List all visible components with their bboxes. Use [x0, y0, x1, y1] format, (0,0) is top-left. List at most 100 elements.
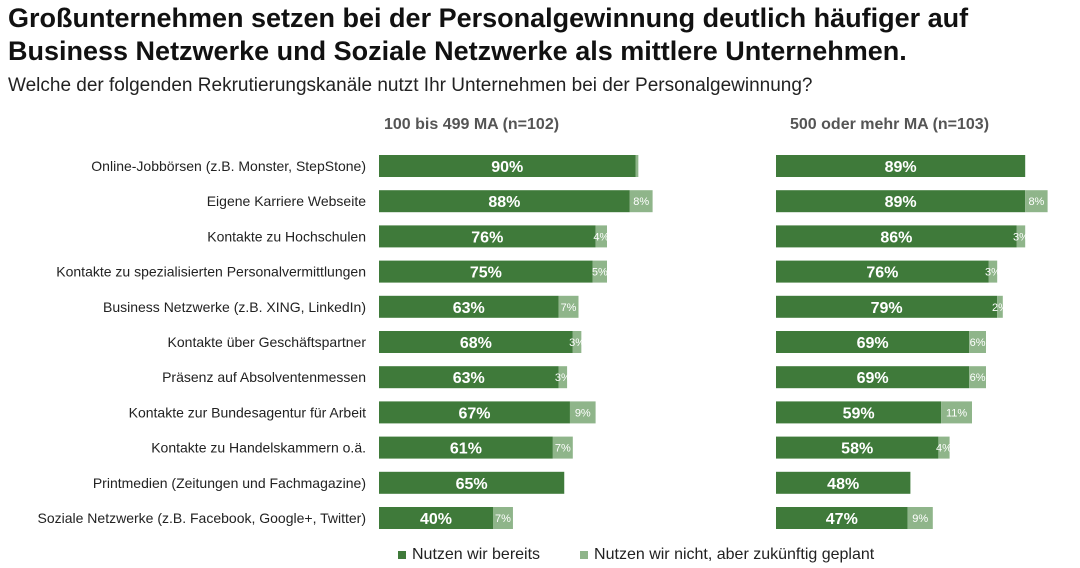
bar-used [379, 366, 559, 389]
value-label-used: 88% [488, 194, 520, 211]
category-label: Business Netzwerke (z.B. XING, LinkedIn) [103, 299, 366, 315]
bar-used [776, 225, 1017, 248]
value-label-used: 58% [841, 441, 873, 458]
value-label-used: 86% [880, 229, 912, 246]
category-label: Präsenz auf Absolventenmessen [162, 369, 366, 385]
panel-title-mid-size: 100 bis 499 MA (n=102) [384, 116, 560, 133]
bar-used [776, 401, 942, 424]
value-label-planned: 3% [569, 337, 585, 349]
bar-used [776, 190, 1026, 213]
legend-swatch-used [398, 551, 406, 559]
category-label: Eigene Karriere Webseite [207, 193, 366, 209]
bar-planned [907, 507, 933, 529]
value-label-used: 59% [843, 405, 875, 422]
value-label-planned: 6% [970, 372, 986, 384]
bar-planned [569, 401, 596, 424]
value-label-used: 69% [857, 335, 889, 352]
value-label-used: 76% [471, 229, 503, 246]
bar-used [776, 471, 911, 494]
bar-used [379, 401, 570, 424]
bar-planned [595, 225, 607, 248]
bar-used [379, 225, 596, 248]
value-label-used: 75% [470, 265, 502, 282]
value-label-planned: 3% [1013, 231, 1029, 243]
legend-label-used: Nutzen wir bereits [412, 546, 541, 563]
bar-used [379, 507, 493, 529]
bar-planned [572, 331, 582, 353]
category-label: Soziale Netzwerke (z.B. Facebook, Google… [38, 510, 367, 526]
value-label-used: 61% [450, 441, 482, 458]
value-label-used: 67% [458, 405, 490, 422]
bar-used [379, 155, 636, 177]
panel-title-large: 500 oder mehr MA (n=103) [790, 116, 990, 133]
bar-planned [629, 190, 653, 213]
bar-used [776, 260, 989, 283]
value-label-used: 40% [420, 511, 452, 528]
category-label: Kontakte zur Bundesagentur für Arbeit [129, 404, 366, 420]
bar-used [776, 155, 1026, 177]
category-label: Online-Jobbörsen (z.B. Monster, StepSton… [91, 158, 366, 174]
value-label-planned: 4% [593, 231, 609, 243]
bar-planned [635, 155, 639, 177]
value-label-used: 76% [866, 265, 898, 282]
value-label-used: 89% [885, 194, 917, 211]
value-label-used: 89% [885, 159, 917, 176]
bar-used [379, 260, 593, 283]
bar-planned [1016, 225, 1026, 248]
value-label-planned: 7% [555, 443, 571, 455]
bar-used [379, 331, 573, 353]
value-label-used: 63% [453, 370, 485, 387]
value-label-used: 69% [857, 370, 889, 387]
value-label-planned: 9% [912, 513, 928, 525]
value-label-planned: 2% [992, 302, 1008, 314]
category-label: Kontakte zu Handelskammern o.ä. [151, 440, 366, 456]
category-label: Kontakte zu Hochschulen [207, 228, 366, 244]
value-label-planned: 4% [936, 443, 952, 455]
value-label-planned: 7% [561, 302, 577, 314]
bar-used [776, 507, 908, 529]
legend-item-planned: Nutzen wir nicht, aber zukünftig geplant [580, 546, 874, 564]
bar-planned [552, 436, 573, 459]
bar-planned [988, 260, 998, 283]
value-label-planned: 7% [495, 513, 511, 525]
legend-label-planned: Nutzen wir nicht, aber zukünftig geplant [594, 546, 875, 563]
value-label-used: 63% [453, 300, 485, 317]
bar-used [776, 436, 939, 459]
bar-planned [997, 295, 1003, 318]
bar-planned [969, 331, 986, 353]
bar-used [379, 295, 559, 318]
category-label: Kontakte über Geschäftspartner [168, 334, 367, 350]
legend: Nutzen wir bereits Nutzen wir nicht, abe… [398, 546, 874, 564]
bar-planned [558, 366, 568, 389]
bar-planned [938, 436, 950, 459]
bar-used [776, 295, 998, 318]
value-label-planned: 11% [946, 407, 967, 419]
bar-used [379, 190, 630, 213]
value-label-planned: 5% [592, 267, 608, 279]
value-label-used: 47% [826, 511, 858, 528]
value-label-planned: 6% [970, 337, 986, 349]
bar-planned [969, 366, 986, 389]
bar-planned [941, 401, 972, 424]
value-label-used: 79% [871, 300, 903, 317]
bar-used [379, 436, 553, 459]
value-label-planned: 3% [985, 267, 1001, 279]
value-label-used: 90% [491, 159, 523, 176]
legend-item-used: Nutzen wir bereits [398, 546, 540, 564]
bar-planned [558, 295, 579, 318]
bar-planned [1025, 190, 1048, 213]
value-label-planned: 8% [633, 196, 649, 208]
bar-used [776, 331, 970, 353]
chart-subtitle: Welche der folgenden Rekrutierungskanäle… [8, 75, 813, 96]
value-label-used: 48% [827, 476, 859, 493]
value-label-planned: 3% [555, 372, 571, 384]
value-label-used: 68% [460, 335, 492, 352]
category-label: Printmedien (Zeitungen und Fachmagazine) [93, 475, 366, 491]
category-label: Kontakte zu spezialisierten Personalverm… [56, 264, 366, 280]
bar-used [776, 366, 970, 389]
value-label-used: 65% [456, 476, 488, 493]
value-label-planned: 8% [1028, 196, 1044, 208]
chart-title: Großunternehmen setzen bei der Personalg… [8, 3, 969, 66]
bar-used [379, 471, 565, 494]
